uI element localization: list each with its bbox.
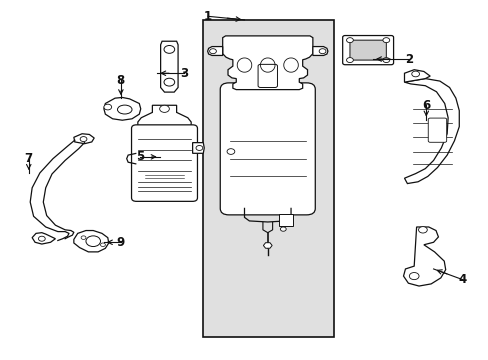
Circle shape	[159, 105, 169, 112]
Polygon shape	[403, 227, 445, 286]
Circle shape	[226, 149, 234, 154]
Circle shape	[382, 58, 389, 63]
Circle shape	[382, 38, 389, 42]
Circle shape	[81, 236, 86, 239]
Polygon shape	[222, 36, 312, 90]
Text: 7: 7	[24, 152, 33, 165]
FancyBboxPatch shape	[131, 125, 197, 201]
Circle shape	[80, 136, 87, 141]
Text: 6: 6	[421, 99, 429, 112]
Polygon shape	[160, 41, 178, 92]
Circle shape	[101, 243, 105, 247]
Polygon shape	[263, 243, 272, 248]
Circle shape	[86, 236, 101, 247]
Text: 4: 4	[458, 273, 466, 286]
Circle shape	[346, 38, 353, 42]
Polygon shape	[32, 233, 55, 244]
Polygon shape	[192, 143, 204, 153]
Text: 3: 3	[180, 67, 187, 80]
FancyBboxPatch shape	[258, 64, 277, 87]
FancyBboxPatch shape	[427, 118, 446, 142]
Polygon shape	[138, 105, 191, 129]
FancyBboxPatch shape	[279, 214, 292, 226]
Polygon shape	[207, 46, 222, 55]
Text: 1: 1	[203, 10, 212, 23]
Circle shape	[39, 236, 45, 241]
Polygon shape	[74, 230, 108, 252]
FancyBboxPatch shape	[349, 40, 386, 60]
Circle shape	[418, 226, 427, 233]
Text: 8: 8	[117, 74, 125, 87]
FancyBboxPatch shape	[342, 36, 393, 65]
Bar	[203, 20, 333, 337]
Polygon shape	[103, 98, 141, 120]
Circle shape	[408, 273, 418, 280]
Circle shape	[346, 58, 353, 63]
Polygon shape	[404, 78, 458, 184]
Text: 2: 2	[405, 53, 412, 66]
Circle shape	[209, 49, 216, 54]
Circle shape	[163, 45, 174, 53]
Circle shape	[196, 145, 203, 150]
Circle shape	[103, 104, 111, 110]
Text: 5: 5	[136, 150, 144, 163]
Polygon shape	[74, 134, 94, 144]
Ellipse shape	[117, 105, 132, 114]
Text: 9: 9	[117, 236, 125, 249]
Polygon shape	[312, 46, 327, 55]
FancyBboxPatch shape	[220, 83, 315, 215]
Polygon shape	[404, 70, 429, 82]
Circle shape	[280, 227, 285, 231]
Circle shape	[411, 71, 419, 77]
Circle shape	[163, 78, 174, 86]
Circle shape	[319, 49, 325, 54]
